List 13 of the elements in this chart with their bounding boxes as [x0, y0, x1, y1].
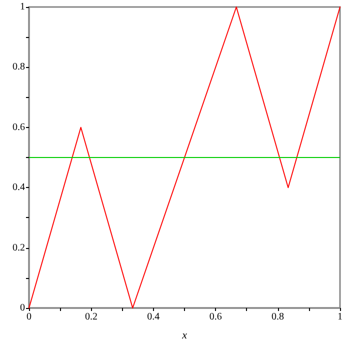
y-tick-label: 0.2 [12, 242, 25, 254]
x-tick-label: 0.6 [209, 312, 222, 322]
x-axis-title: x [181, 330, 188, 342]
x-tick-label: 0.4 [147, 312, 160, 322]
y-tick-label: 0 [20, 302, 25, 314]
line-series [28, 6, 340, 308]
y-tick-label: 0.8 [12, 62, 25, 73]
y-tick-label: 0.4 [12, 182, 25, 194]
y-tick-label: 1 [20, 2, 25, 12]
y-tick-label: 0.6 [12, 122, 25, 133]
x-tick-label: 0.2 [84, 312, 98, 322]
x-tick-label: 0.8 [272, 312, 284, 322]
x-tick-label: 1 [338, 312, 342, 322]
